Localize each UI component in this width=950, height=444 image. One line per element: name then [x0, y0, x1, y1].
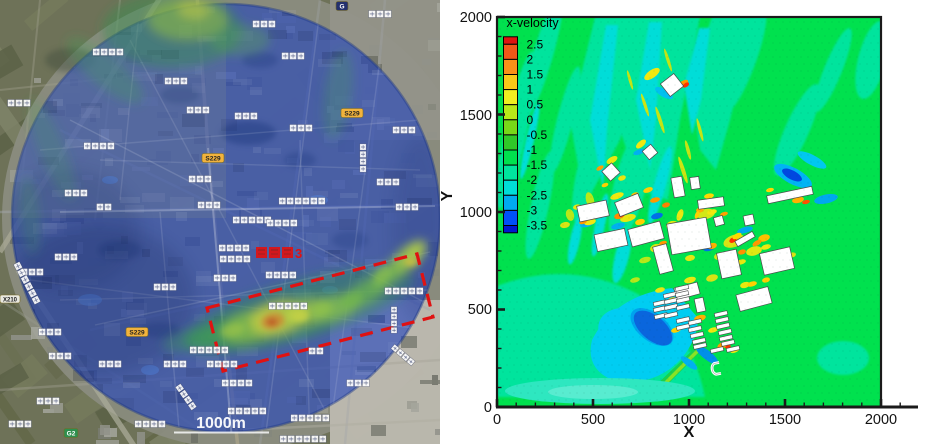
- svg-text:0: 0: [493, 412, 501, 428]
- svg-text:-3.5: -3.5: [527, 219, 548, 233]
- svg-text:-2.5: -2.5: [527, 188, 548, 202]
- svg-text:3: 3: [295, 246, 302, 261]
- svg-text:0: 0: [484, 400, 492, 416]
- svg-text:X: X: [684, 424, 695, 441]
- svg-text:G: G: [339, 3, 344, 10]
- svg-text:-0.5: -0.5: [527, 128, 548, 142]
- svg-text:x-velocity: x-velocity: [507, 16, 560, 30]
- svg-text:500: 500: [581, 412, 605, 428]
- svg-text:-3: -3: [527, 203, 538, 217]
- svg-text:2.5: 2.5: [527, 37, 544, 51]
- svg-text:1.5: 1.5: [527, 68, 544, 82]
- svg-text:2000: 2000: [865, 412, 897, 428]
- svg-text:1: 1: [527, 83, 534, 97]
- svg-text:1000: 1000: [673, 412, 705, 428]
- svg-text:500: 500: [468, 302, 492, 318]
- svg-text:1000: 1000: [460, 205, 492, 221]
- svg-text:0.5: 0.5: [527, 98, 544, 112]
- svg-text:1500: 1500: [769, 412, 801, 428]
- svg-text:1500: 1500: [460, 108, 492, 124]
- svg-text:1000m: 1000m: [196, 415, 246, 432]
- svg-text:S229: S229: [129, 329, 145, 336]
- svg-text:Y: Y: [439, 190, 456, 201]
- svg-text:2: 2: [527, 52, 534, 66]
- svg-text:2000: 2000: [460, 10, 492, 26]
- svg-text:-2: -2: [527, 173, 538, 187]
- svg-text:S229: S229: [344, 110, 360, 117]
- svg-text:-1: -1: [527, 143, 538, 157]
- svg-text:X210: X210: [3, 297, 18, 303]
- svg-text:S229: S229: [205, 155, 221, 162]
- svg-text:0: 0: [527, 113, 534, 127]
- svg-text:G2: G2: [67, 430, 76, 437]
- svg-text:-1.5: -1.5: [527, 158, 548, 172]
